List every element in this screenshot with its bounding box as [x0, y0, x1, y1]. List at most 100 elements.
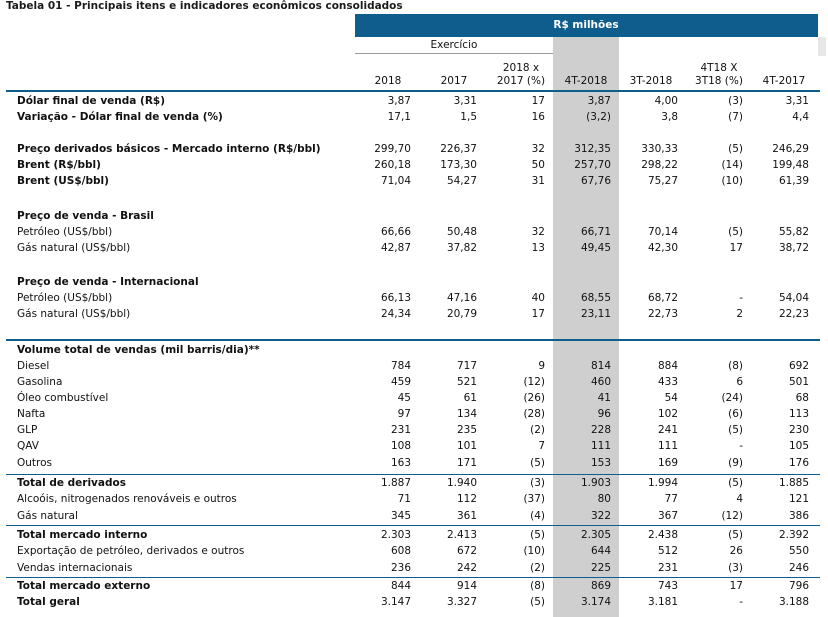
- cell-value: 17: [531, 95, 545, 107]
- row-label: Preço de venda - Brasil: [17, 210, 154, 222]
- table-row: Diesel 784 717 9 814 884 (8) 692: [0, 358, 828, 374]
- table-row: GLP 231 235 (2) 228 241 (5) 230: [0, 422, 828, 438]
- cell-value: 121: [788, 493, 809, 505]
- cell-value: 361: [456, 510, 477, 522]
- cell-value: 2.413: [446, 529, 477, 541]
- cell-value: 433: [657, 376, 678, 388]
- column-header-2017: 2017: [440, 75, 468, 87]
- cell-value: 298,22: [641, 159, 678, 171]
- row-label: Diesel: [17, 360, 50, 372]
- cell-value: 260,18: [374, 159, 411, 171]
- table-row: Exportação de petróleo, derivados e outr…: [0, 543, 828, 559]
- cell-value: 55,82: [778, 226, 809, 238]
- cell-value: 2: [736, 308, 743, 320]
- cell-value: 75,27: [647, 175, 678, 187]
- cell-value: (6): [728, 408, 743, 420]
- cell-value: 460: [590, 376, 611, 388]
- cell-value: (5): [530, 457, 545, 469]
- cell-value: 32: [531, 226, 545, 238]
- cell-value: 66,66: [380, 226, 411, 238]
- cell-value: 38,72: [778, 242, 809, 254]
- table-row: Gás natural (US$/bbl) 42,87 37,82 13 49,45 42…: [0, 240, 828, 256]
- cell-value: 743: [657, 580, 678, 592]
- cell-value: 914: [456, 580, 477, 592]
- cell-value: 717: [456, 360, 477, 372]
- cell-value: 3.147: [380, 596, 411, 608]
- table-row: Gás natural 345 361 (4) 322 367 (12) 386: [0, 508, 828, 524]
- cell-value: 2.392: [778, 529, 809, 541]
- cell-value: 4: [736, 493, 743, 505]
- total-mercado-interno-rule: [6, 525, 820, 526]
- cell-value: 386: [788, 510, 809, 522]
- cell-value: 644: [590, 545, 611, 557]
- column-header-2018x2017: 2018 x 2017 (%): [496, 62, 546, 87]
- cell-value: 13: [531, 242, 545, 254]
- cell-value: 111: [590, 440, 611, 452]
- cell-value: 71: [397, 493, 411, 505]
- table-row: Total mercado externo 844 914 (8) 869 743 17 79…: [0, 578, 828, 594]
- row-label: Total de derivados: [17, 477, 126, 489]
- cell-value: 322: [590, 510, 611, 522]
- row-label: Dólar final de venda (R$): [17, 95, 166, 107]
- cell-value: 330,33: [641, 143, 678, 155]
- cell-value: (5): [530, 596, 545, 608]
- column-header-2018: 2018: [374, 75, 402, 87]
- cell-value: 884: [657, 360, 678, 372]
- row-label: Exportação de petróleo, derivados e outr…: [17, 545, 245, 557]
- cell-value: 31: [531, 175, 545, 187]
- cell-value: 869: [590, 580, 611, 592]
- cell-value: 1.994: [647, 477, 678, 489]
- cell-value: 7: [538, 440, 545, 452]
- cell-value: 1.887: [380, 477, 411, 489]
- cell-value: 608: [390, 545, 411, 557]
- cell-value: 70,14: [647, 226, 678, 238]
- currency-header-band: [355, 14, 818, 37]
- cell-value: 102: [657, 408, 678, 420]
- cell-value: 299,70: [374, 143, 411, 155]
- cell-value: 108: [390, 440, 411, 452]
- cell-value: 235: [456, 424, 477, 436]
- cell-value: 241: [657, 424, 678, 436]
- cell-value: 169: [657, 457, 678, 469]
- cell-value: 501: [788, 376, 809, 388]
- cell-value: (3,2): [586, 111, 611, 123]
- cell-value: 1.885: [778, 477, 809, 489]
- cell-value: (5): [728, 424, 743, 436]
- cell-value: 61,39: [778, 175, 809, 187]
- cell-value: 459: [390, 376, 411, 388]
- cell-value: 40: [531, 292, 545, 304]
- cell-value: 199,48: [772, 159, 809, 171]
- table-row: Preço derivados básicos - Mercado intern…: [0, 141, 828, 157]
- row-label: Gás natural: [17, 510, 78, 522]
- column-header-4t18x3t18: 4T18 X 3T18 (%): [695, 62, 743, 87]
- cell-value: 3.181: [647, 596, 678, 608]
- total-derivados-rule: [6, 474, 820, 475]
- row-label: Volume total de vendas (mil barris/dia)*…: [17, 344, 260, 356]
- cell-value: 80: [597, 493, 611, 505]
- cell-value: 2.305: [580, 529, 611, 541]
- header-band-edge: [818, 37, 826, 56]
- exercicio-group-header: Exercício: [430, 39, 478, 51]
- table-row: Dólar final de venda (R$) 3,87 3,31 17 3,87 4…: [0, 93, 828, 109]
- cell-value: 71,04: [380, 175, 411, 187]
- cell-value: (4): [530, 510, 545, 522]
- cell-value: (2): [530, 424, 545, 436]
- cell-value: 77: [664, 493, 678, 505]
- cell-value: 111: [657, 440, 678, 452]
- row-label: Variação - Dólar final de venda (%): [17, 111, 223, 123]
- row-label: Total mercado interno: [17, 529, 148, 541]
- cell-value: 112: [456, 493, 477, 505]
- cell-value: -: [739, 596, 743, 608]
- column-header-4t2018: 4T-2018: [564, 75, 608, 87]
- row-label: Óleo combustível: [17, 392, 109, 404]
- table-row: Variação - Dólar final de venda (%) 17,1 1…: [0, 109, 828, 125]
- cell-value: 134: [456, 408, 477, 420]
- cell-value: 54: [664, 392, 678, 404]
- table-row: Total de derivados 1.887 1.940 (3) 1.903 1.99…: [0, 475, 828, 491]
- cell-value: (5): [728, 529, 743, 541]
- cell-value: 54,27: [446, 175, 477, 187]
- row-label: Alcoóis, nitrogenados renováveis e outro…: [17, 493, 237, 505]
- cell-value: 50,48: [446, 226, 477, 238]
- cell-value: 47,16: [446, 292, 477, 304]
- cell-value: 105: [788, 440, 809, 452]
